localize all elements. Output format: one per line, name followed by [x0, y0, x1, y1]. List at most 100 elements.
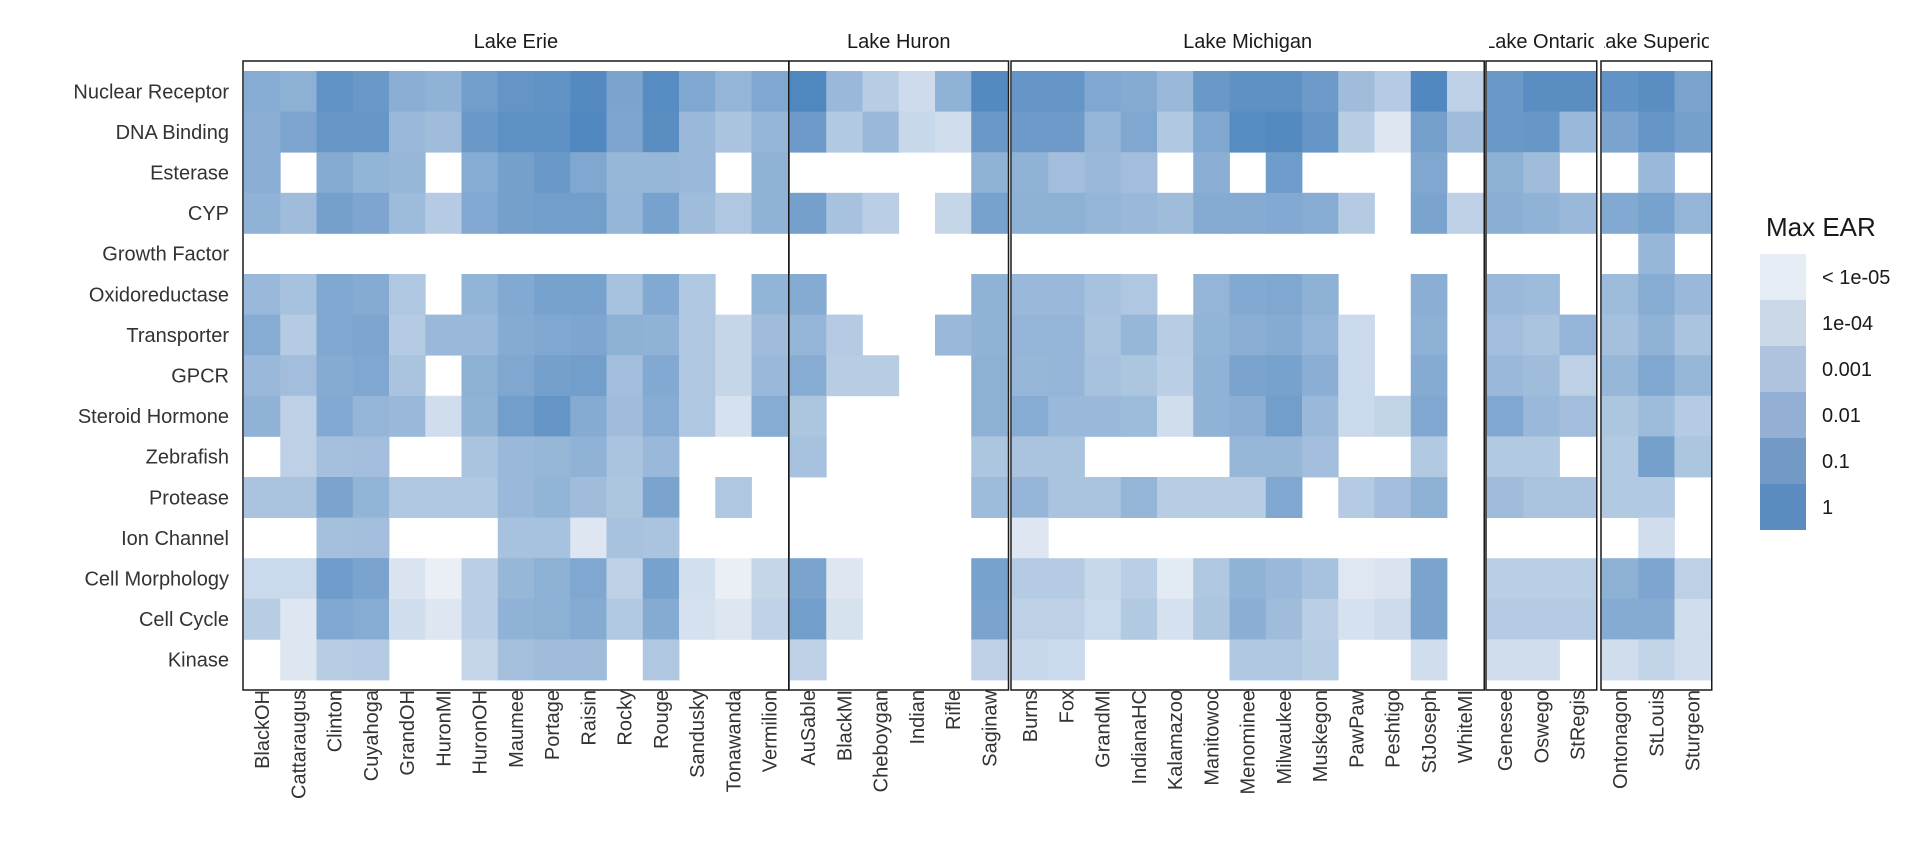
heatmap-cell — [1302, 192, 1339, 234]
heatmap-cell — [1338, 314, 1375, 356]
heatmap-cell — [244, 274, 281, 315]
column-label: Cattaraugus — [288, 690, 310, 799]
heatmap-cell — [1410, 314, 1448, 356]
heatmap-cell — [751, 314, 789, 356]
heatmap-cell — [1487, 558, 1524, 600]
heatmap-cell — [1674, 395, 1712, 437]
heatmap-cell — [1559, 598, 1597, 640]
facet-panel — [242, 60, 790, 691]
heatmap-cell — [751, 598, 789, 640]
heatmap-cell — [389, 355, 426, 397]
heatmap-cell — [461, 192, 499, 234]
heatmap-cell — [826, 111, 863, 153]
facet-title: Lake Superior — [1594, 31, 1719, 53]
heatmap-cell — [642, 395, 680, 437]
heatmap-cell — [1193, 477, 1230, 518]
heatmap-cell — [1084, 395, 1122, 437]
heatmap-cell — [1229, 192, 1267, 234]
heatmap-cell — [1410, 436, 1448, 478]
heatmap-cell — [497, 639, 535, 681]
heatmap-cell — [826, 192, 863, 234]
heatmap-cell — [1265, 355, 1303, 397]
heatmap-cell — [1487, 111, 1524, 153]
heatmap-cell — [1048, 598, 1085, 640]
heatmap-cell — [1229, 477, 1267, 518]
heatmap-cell — [280, 111, 317, 153]
row-label: GPCR — [171, 366, 229, 388]
heatmap-cell — [971, 355, 1008, 397]
heatmap-cell — [790, 395, 827, 437]
heatmap-cell — [826, 598, 863, 640]
heatmap-cell — [1229, 558, 1267, 600]
heatmap-cell — [1674, 598, 1712, 640]
heatmap-cell — [971, 274, 1008, 315]
heatmap-cell — [1374, 395, 1412, 437]
heatmap-cell — [1084, 71, 1122, 112]
heatmap-cell — [898, 111, 936, 153]
facet-panel — [1485, 60, 1598, 691]
column-label: StJoseph — [1419, 690, 1441, 773]
heatmap-cell — [1120, 395, 1158, 437]
column-label: Sturgeon — [1683, 690, 1705, 771]
heatmap-cell — [1265, 477, 1303, 518]
heatmap-cell — [1193, 355, 1230, 397]
row-label: Kinase — [168, 650, 229, 672]
heatmap-cell — [1048, 152, 1085, 194]
heatmap-cell — [1265, 639, 1303, 681]
column-label: Maumee — [506, 690, 528, 768]
heatmap-cell — [1265, 192, 1303, 234]
heatmap-cell — [1410, 274, 1448, 315]
heatmap-cell — [1302, 111, 1339, 153]
column-label: PawPaw — [1346, 689, 1368, 767]
heatmap-cell — [1157, 395, 1194, 437]
heatmap-cell — [971, 598, 1008, 640]
heatmap-cell — [352, 71, 390, 112]
heatmap-cell — [1602, 558, 1639, 600]
panel-border — [1485, 60, 1598, 691]
heatmap-cell — [1410, 111, 1448, 153]
heatmap-cell — [1559, 558, 1597, 600]
heatmap-cell — [1410, 639, 1448, 681]
heatmap-cell — [715, 477, 752, 518]
heatmap-cell — [280, 598, 317, 640]
heatmap-cell — [1602, 355, 1639, 397]
heatmap-cell — [1120, 477, 1158, 518]
row-label: Oxidoreductase — [89, 284, 229, 306]
legend-label: 0.1 — [1822, 451, 1850, 473]
heatmap-cell — [1338, 558, 1375, 600]
heatmap-cell — [316, 558, 354, 600]
heatmap-cell — [1193, 274, 1230, 315]
panels — [242, 60, 1713, 691]
heatmap-cell — [352, 395, 390, 437]
legend-items: < 1e-05 1e-04 0.001 0.01 0.1 1 — [1760, 254, 1890, 530]
heatmap-cell — [244, 558, 281, 600]
heatmap-cell — [1265, 71, 1303, 112]
heatmap-cell — [1012, 436, 1049, 478]
heatmap-cell — [679, 71, 716, 112]
heatmap-cell — [1229, 395, 1267, 437]
heatmap-cell — [1638, 639, 1675, 681]
column-label: Indian — [907, 690, 929, 745]
heatmap-cell — [751, 152, 789, 194]
legend-title: Max EAR — [1766, 212, 1876, 242]
heatmap-cell — [751, 395, 789, 437]
column-label: StRegis — [1568, 690, 1590, 760]
heatmap-cell — [497, 395, 535, 437]
row-labels: Nuclear Receptor DNA Binding Esterase CYP Gr… — [73, 81, 229, 671]
heatmap-cell — [244, 152, 281, 194]
heatmap-cell — [1012, 558, 1049, 600]
row-label: CYP — [188, 203, 229, 225]
heatmap-cell — [1193, 152, 1230, 194]
heatmap-cell — [1674, 111, 1712, 153]
heatmap-cell — [1559, 314, 1597, 356]
legend-label: 0.01 — [1822, 405, 1861, 427]
heatmap-cell — [1559, 192, 1597, 234]
heatmap-cell — [1374, 71, 1412, 112]
heatmap-cell — [1048, 314, 1085, 356]
heatmap-cell — [1265, 111, 1303, 153]
heatmap-cell — [642, 71, 680, 112]
heatmap-cell — [642, 355, 680, 397]
heatmap-cell — [1410, 477, 1448, 518]
heatmap-cell — [1302, 274, 1339, 315]
